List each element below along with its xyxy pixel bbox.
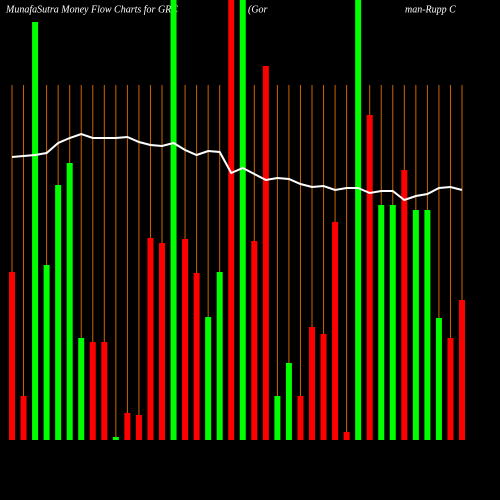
- bar: [412, 210, 419, 440]
- bar: [112, 437, 119, 440]
- bar: [101, 342, 108, 440]
- bar: [193, 273, 200, 440]
- bar: [343, 432, 350, 440]
- bar: [89, 342, 96, 440]
- bar: [55, 185, 62, 440]
- bar: [320, 334, 327, 440]
- bar: [78, 338, 85, 440]
- bar: [239, 0, 246, 440]
- bar: [435, 318, 442, 440]
- bar: [332, 222, 339, 440]
- bar: [251, 241, 258, 440]
- bar: [366, 115, 373, 440]
- bar: [262, 66, 269, 440]
- bar: [124, 413, 131, 440]
- bar: [135, 415, 142, 440]
- bar: [228, 0, 235, 440]
- bar: [170, 0, 177, 440]
- bar: [20, 396, 27, 440]
- bar: [355, 0, 362, 440]
- bar: [459, 300, 465, 440]
- bar: [32, 22, 39, 440]
- bar: [205, 317, 212, 440]
- bar: [274, 396, 281, 440]
- bar: [297, 396, 304, 440]
- chart-subtitle: man-Rupp C: [405, 4, 456, 15]
- bar: [147, 238, 154, 440]
- bar: [424, 210, 431, 440]
- bar: [447, 338, 454, 440]
- bar: [66, 163, 73, 440]
- bar: [378, 205, 385, 440]
- chart-title: MunafaSutra Money Flow Charts for GRC: [5, 4, 178, 15]
- bar: [159, 243, 165, 440]
- bar: [389, 205, 396, 440]
- bar: [309, 327, 315, 440]
- bar: [182, 239, 189, 440]
- bar: [401, 170, 408, 440]
- chart-subtitle: (Gor: [248, 4, 268, 15]
- bar: [216, 272, 223, 440]
- bar: [285, 363, 292, 440]
- bar: [9, 272, 15, 440]
- bar: [43, 265, 50, 440]
- money-flow-line: [11, 132, 463, 202]
